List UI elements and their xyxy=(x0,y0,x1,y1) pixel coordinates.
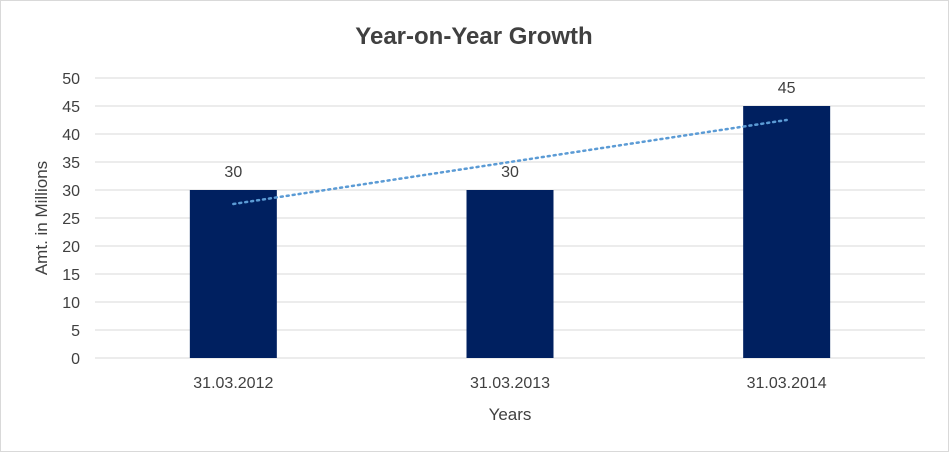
data-label: 30 xyxy=(501,164,519,181)
y-tick-label: 15 xyxy=(62,267,80,284)
bar xyxy=(189,190,277,358)
y-tick-label: 10 xyxy=(62,295,80,312)
y-tick-label: 20 xyxy=(62,239,80,256)
x-tick-label: 31.03.2012 xyxy=(193,375,273,392)
y-tick-label: 0 xyxy=(71,351,80,368)
bar xyxy=(743,106,831,358)
y-axis-label: Amt. in Millions xyxy=(32,161,51,275)
x-axis-label: Years xyxy=(489,405,532,424)
y-tick-label: 25 xyxy=(62,211,80,228)
y-tick-label: 45 xyxy=(62,99,80,116)
bar xyxy=(466,190,554,358)
x-tick-label: 31.03.2014 xyxy=(747,375,827,392)
data-label: 30 xyxy=(224,164,242,181)
y-tick-label: 40 xyxy=(62,127,80,144)
y-tick-label: 5 xyxy=(71,323,80,340)
y-tick-label: 50 xyxy=(62,71,80,88)
chart-title: Year-on-Year Growth xyxy=(355,23,592,50)
y-tick-label: 30 xyxy=(62,183,80,200)
data-label: 45 xyxy=(778,80,796,97)
y-tick-label: 35 xyxy=(62,155,80,172)
x-tick-label: 31.03.2013 xyxy=(470,375,550,392)
